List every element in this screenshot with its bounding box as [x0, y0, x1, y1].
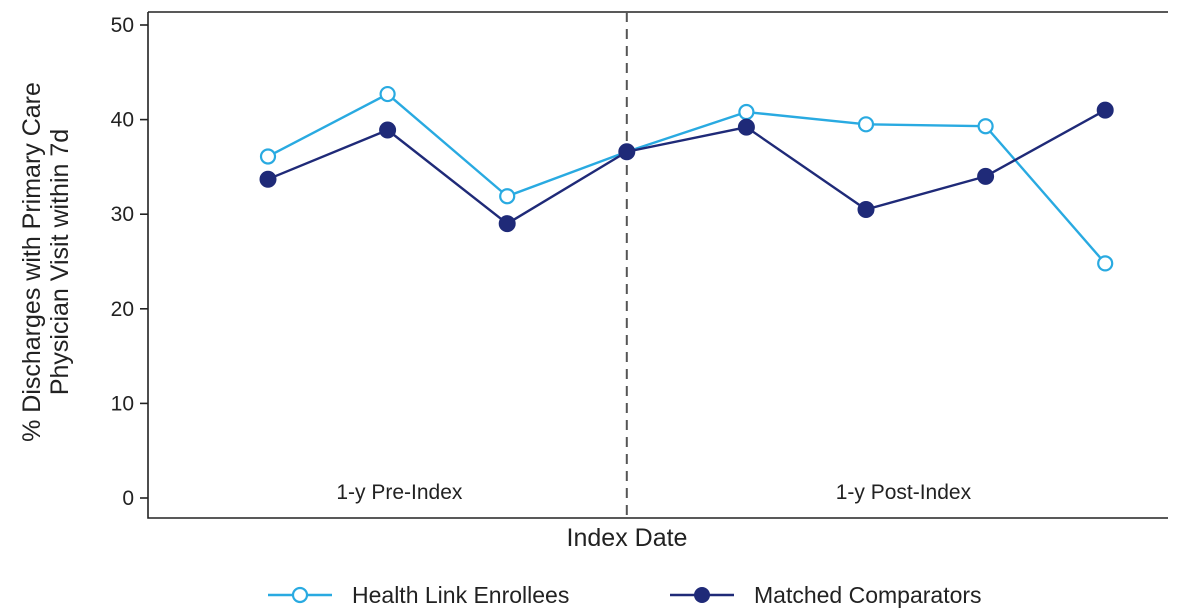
data-point [1097, 255, 1114, 272]
data-point [499, 188, 516, 205]
data-point [977, 118, 994, 135]
legend-swatch-marker [291, 586, 309, 604]
data-point [618, 143, 636, 161]
region-labels: 1-y Pre-Index 1-y Post-Index [336, 481, 971, 504]
legend: Health Link Enrollees Matched Comparators [268, 582, 982, 608]
series-line [267, 92, 1107, 265]
data-point [498, 215, 516, 233]
data-point [379, 85, 396, 103]
y-tick-label: 30 [111, 203, 134, 226]
y-axis-title: % Discharges with Primary Care Physician… [18, 82, 74, 442]
y-axis-ticks: 0 10 20 30 40 50 [111, 14, 148, 510]
region-label: 1-y Post-Index [836, 481, 972, 504]
data-point [259, 170, 277, 188]
y-tick-label: 0 [122, 487, 134, 510]
y-tick-label: 50 [111, 14, 134, 37]
data-point [259, 148, 277, 165]
axes [147, 11, 1168, 519]
data-point [857, 200, 875, 218]
legend-swatch-marker [694, 587, 710, 603]
series-points [259, 85, 1114, 272]
region-label: 1-y Pre-Index [336, 481, 463, 504]
y-tick-label: 40 [111, 109, 134, 132]
y-tick-label: 20 [111, 298, 134, 321]
data-point [379, 121, 397, 139]
legend-label: Health Link Enrollees [352, 582, 569, 608]
y-axis-title-line-2: Physician Visit within 7d [46, 129, 74, 395]
data-point [977, 167, 995, 185]
series-line [267, 109, 1106, 225]
data-point [737, 118, 755, 136]
legend-label: Matched Comparators [754, 582, 982, 608]
data-point [857, 116, 875, 133]
series-lines [267, 92, 1107, 265]
y-tick-label: 10 [111, 392, 134, 415]
data-point [1096, 101, 1114, 119]
x-axis-title: Index Date [567, 524, 688, 552]
data-point [738, 103, 755, 121]
y-axis-title-line-1: % Discharges with Primary Care [18, 82, 46, 442]
axis-frame-left-bottom [147, 12, 1168, 519]
